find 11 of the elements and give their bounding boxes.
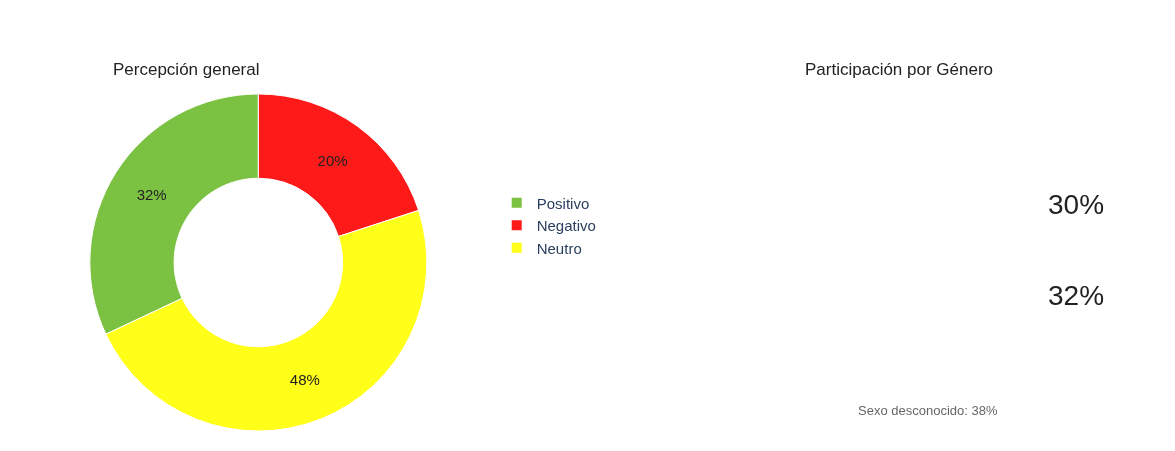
- legend-label: Neutro: [536, 239, 582, 257]
- text: 32%: [1048, 280, 1105, 311]
- text: Participación por Género: [805, 60, 994, 79]
- chart-title: Percepción general: [113, 60, 260, 79]
- legend-label: Positivo: [536, 194, 590, 212]
- text: 30%: [1048, 189, 1105, 220]
- data-label: 20%: [317, 151, 348, 169]
- data-label: 32%: [136, 186, 167, 204]
- data-label: 48%: [289, 371, 320, 389]
- legend-label: Negativo: [536, 217, 596, 235]
- text: Sexo desconocido: 38%: [858, 403, 998, 418]
